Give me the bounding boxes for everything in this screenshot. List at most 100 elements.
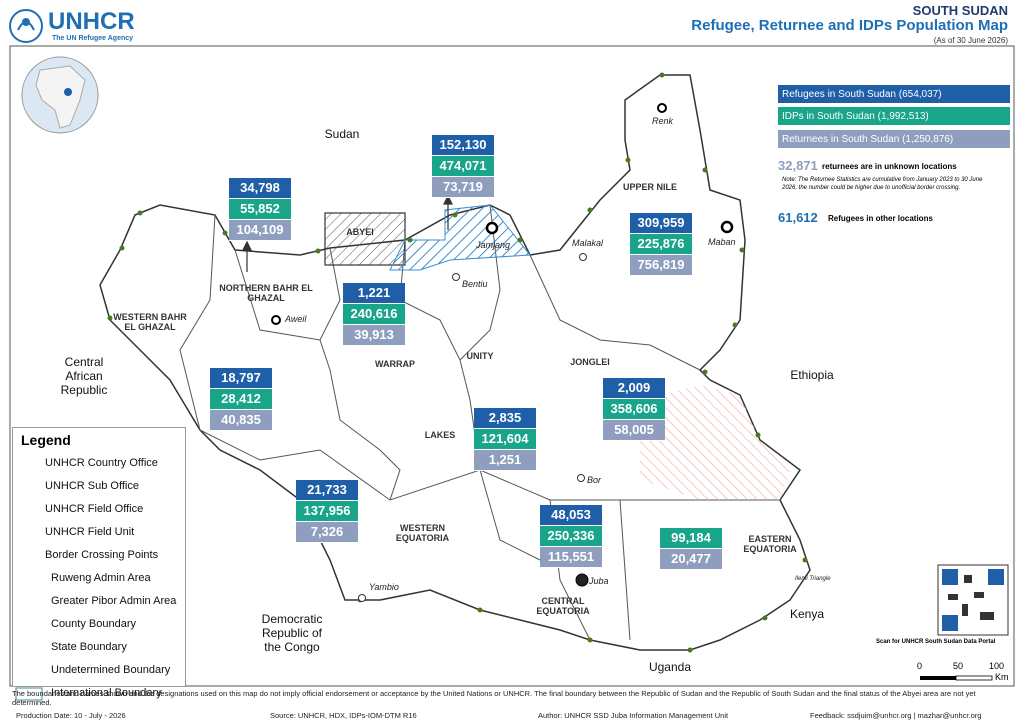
stat-box: 34,798 55,852 104,109 xyxy=(229,178,291,241)
scale-tick-label: 0 xyxy=(917,661,923,671)
footer-feedback: Feedback: ssdjuim@unhcr.org | mazhar@unh… xyxy=(810,711,982,720)
stat-returnees: 7,326 xyxy=(296,522,358,543)
town-label: Malakal xyxy=(572,238,604,248)
stat-returnees: 58,005 xyxy=(603,420,665,441)
stat-returnees: 40,835 xyxy=(210,410,272,431)
stat-returnees: 115,551 xyxy=(540,547,602,568)
legend-item: UNHCR Field Office xyxy=(45,503,144,515)
country-label: Ethiopia xyxy=(790,368,834,382)
stat-idps: 28,412 xyxy=(210,389,272,410)
footer-source: Source: UNHCR, HDX, IDPs-IOM-DTM R16 xyxy=(270,711,417,720)
unknown-text: returnees are in unknown locations xyxy=(822,162,957,171)
legend-item: State Boundary xyxy=(51,641,127,653)
stat-box: 2,009 358,606 58,005 xyxy=(603,378,665,441)
footer-production: Production Date: 10 - July - 2026 xyxy=(16,711,126,720)
stat-returnees: 39,913 xyxy=(343,325,405,346)
summary-refugees: Refugees in South Sudan (654,037) xyxy=(778,85,1010,104)
stat-idps: 99,184 xyxy=(660,528,722,549)
header-country: SOUTH SUDAN xyxy=(912,3,1008,18)
state-label: EASTERN EQUATORIA xyxy=(743,534,797,554)
arrows xyxy=(242,194,453,272)
legend-item: Greater Pibor Admin Area xyxy=(51,595,177,607)
state-label: LAKES xyxy=(424,430,456,440)
globe xyxy=(21,56,99,134)
field-unit xyxy=(579,253,587,261)
stat-idps: 358,606 xyxy=(603,399,665,420)
legend-item: County Boundary xyxy=(51,618,136,630)
legend-item: Undetermined Boundary xyxy=(51,664,171,676)
logo-tagline: The UN Refugee Agency xyxy=(52,35,134,42)
stat-idps: 240,616 xyxy=(343,304,405,325)
stat-refugees: 309,959 xyxy=(630,213,692,234)
stat-box: 2,835 121,604 1,251 xyxy=(474,408,536,471)
stat-refugees: 152,130 xyxy=(432,135,494,156)
town-label: Juba xyxy=(589,576,609,586)
state-label: ABYEI xyxy=(346,227,374,237)
state-label: WESTERN BAHR EL GHAZAL xyxy=(113,312,187,332)
state-label: WESTERN EQUATORIA xyxy=(395,523,450,543)
stat-box: 309,959 225,876 756,819 xyxy=(630,213,692,276)
legend: Legend UNHCR Country Office UNHCR Sub Offi… xyxy=(12,427,186,699)
country-label: Sudan xyxy=(324,127,360,141)
field-office xyxy=(657,103,667,113)
stat-box: 152,130 474,071 73,719 xyxy=(432,135,494,198)
stat-returnees: 104,109 xyxy=(229,220,291,241)
summary-note: Note: The Returnee Statistics are cumula… xyxy=(782,177,983,191)
legend-item: International Boundary xyxy=(51,687,162,699)
sub-office xyxy=(485,221,499,235)
footer-author: Author: UNHCR SSD Juba Information Manag… xyxy=(538,711,729,720)
stat-refugees: 2,835 xyxy=(474,408,536,429)
scale-unit: Km xyxy=(995,672,1009,682)
stat-idps: 225,876 xyxy=(630,234,692,255)
state-label: WARRAP xyxy=(375,359,415,369)
stat-box: 21,733 137,956 7,326 xyxy=(296,480,358,543)
scale-tick-label: 100 xyxy=(989,661,1005,671)
field-unit xyxy=(452,273,460,281)
state-label: NORTHERN BAHR EL GHAZAL xyxy=(219,283,313,303)
header-title: Refugee, Returnee and IDPs Population Ma… xyxy=(691,17,1008,34)
legend-item: UNHCR Sub Office xyxy=(45,480,139,492)
summary-idps: IDPs in South Sudan (1,992,513) xyxy=(778,107,1010,126)
state-label: UNITY xyxy=(466,351,494,361)
field-unit xyxy=(358,594,366,602)
stat-returnees: 1,251 xyxy=(474,450,536,471)
town-label: Renk xyxy=(652,116,674,126)
legend-item: UNHCR Country Office xyxy=(45,457,158,469)
border-points xyxy=(107,72,808,653)
pibor-area xyxy=(640,385,790,500)
logo-name: UNHCR xyxy=(48,8,135,35)
stat-box: 1,221 240,616 39,913 xyxy=(343,283,405,346)
qr-caption: Scan for UNHCR South Sudan Data Portal xyxy=(876,639,996,645)
stat-refugees: 2,009 xyxy=(603,378,665,399)
stat-returnees: 756,819 xyxy=(630,255,692,276)
abyei-area xyxy=(324,212,406,266)
legend-item: Border Crossing Points xyxy=(45,549,159,561)
legend-icon xyxy=(15,687,43,701)
field-office xyxy=(271,315,281,325)
country-label: Democratic Republic of the Congo xyxy=(261,612,323,654)
stat-idps: 137,956 xyxy=(296,501,358,522)
stat-idps: 55,852 xyxy=(229,199,291,220)
stat-refugees: 18,797 xyxy=(210,368,272,389)
stat-refugees: 21,733 xyxy=(296,480,358,501)
stat-idps: 474,071 xyxy=(432,156,494,177)
other-value: 61,612 xyxy=(778,210,818,225)
state-label: JONGLEI xyxy=(570,357,610,367)
stat-box: 18,797 28,412 40,835 xyxy=(210,368,272,431)
town-label: Bor xyxy=(587,475,602,485)
town-label: Ilemi Triangle xyxy=(795,576,831,582)
town-label: Maban xyxy=(708,237,736,247)
sub-office xyxy=(720,220,734,234)
town-label: Bentiu xyxy=(462,279,488,289)
unhcr-logo xyxy=(9,9,43,43)
stat-returnees: 20,477 xyxy=(660,549,722,570)
unknown-value: 32,871 xyxy=(778,158,818,173)
stat-refugees: 1,221 xyxy=(343,283,405,304)
state-label: CENTRAL EQUATORIA xyxy=(536,596,590,616)
stat-returnees: 73,719 xyxy=(432,177,494,198)
legend-title: Legend xyxy=(21,432,71,448)
country-label: Kenya xyxy=(789,607,825,621)
country-office xyxy=(575,573,589,587)
stat-idps: 121,604 xyxy=(474,429,536,450)
